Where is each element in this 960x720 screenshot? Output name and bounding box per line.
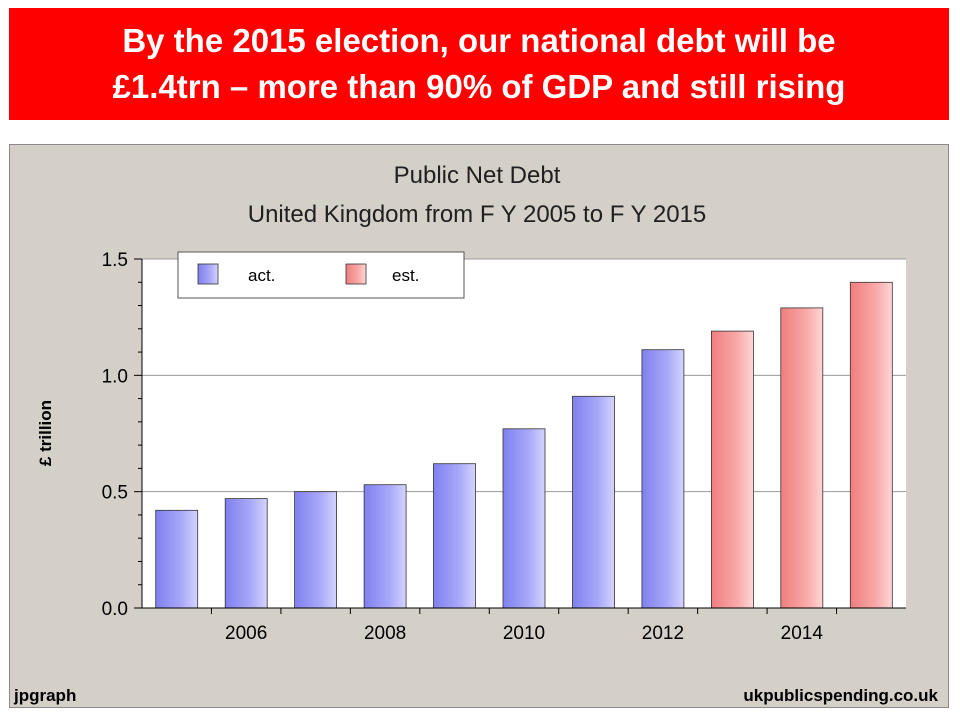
y-axis-label: £ trillion — [36, 400, 55, 466]
legend-label-actual: act. — [248, 266, 275, 285]
headline-line-1: By the 2015 election, our national debt … — [122, 22, 836, 59]
x-tick-label-2008: 2008 — [364, 623, 406, 644]
y-tick-label: 1.0 — [102, 366, 128, 387]
footer-credit-left: jpgraph — [13, 686, 76, 705]
debt-bar-chart: Public Net Debt United Kingdom from F Y … — [13, 162, 939, 705]
bar-2015 — [849, 281, 893, 609]
footer-credit-right: ukpublicspending.co.uk — [743, 686, 938, 705]
bar-2006 — [224, 498, 268, 609]
bar-2013 — [711, 330, 754, 609]
bar-2005 — [155, 509, 199, 609]
legend-label-estimated: est. — [392, 266, 419, 285]
bar-2008 — [363, 484, 407, 609]
legend-swatch-estimated — [345, 263, 367, 285]
chart-title: Public Net Debt — [394, 162, 561, 189]
bar-2010 — [502, 428, 546, 609]
bar-2014 — [780, 307, 824, 609]
bar-2011 — [572, 395, 615, 609]
x-tick-label-2006: 2006 — [225, 623, 267, 644]
chart-panel: Public Net Debt United Kingdom from F Y … — [9, 144, 949, 708]
bar-2007 — [294, 491, 338, 609]
y-tick-label: 0.0 — [102, 599, 128, 620]
chart-subtitle: United Kingdom from F Y 2005 to F Y 2015 — [248, 201, 707, 228]
x-tick-label-2010: 2010 — [503, 623, 545, 644]
bar-2012 — [641, 349, 685, 609]
bar-2009 — [433, 463, 476, 609]
x-tick-label-2014: 2014 — [781, 623, 824, 644]
legend-swatch-actual — [197, 263, 219, 285]
y-tick-label: 1.5 — [102, 250, 128, 271]
x-tick-label-2012: 2012 — [642, 623, 684, 644]
headline-line-2: £1.4trn – more than 90% of GDP and still… — [112, 68, 846, 105]
legend-box — [177, 251, 465, 299]
y-tick-label: 0.5 — [102, 483, 128, 504]
headline-banner: By the 2015 election, our national debt … — [9, 8, 949, 120]
legend: act. est. — [177, 251, 465, 299]
